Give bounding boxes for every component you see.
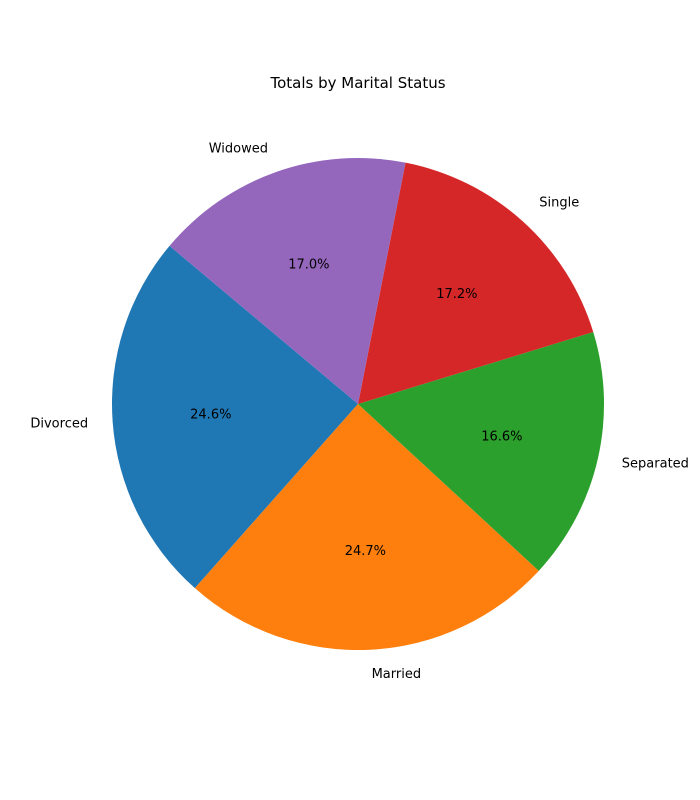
percent-label-divorced: 24.6%	[190, 407, 231, 422]
percent-label-single: 17.2%	[436, 287, 477, 302]
slice-label-married: Married	[372, 667, 422, 682]
slice-label-separated: Separated	[622, 457, 689, 472]
slice-label-widowed: Widowed	[209, 141, 268, 156]
pie-labels: Divorced 24.6% Married 24.7% Separated 16.6% S…	[30, 141, 689, 682]
slice-label-single: Single	[539, 196, 579, 211]
chart-title: Totals by Marital Status	[269, 74, 445, 92]
percent-label-widowed: 17.0%	[288, 257, 329, 272]
pie-slices	[111, 157, 605, 651]
pie-slice-single	[358, 162, 594, 404]
pie-slice-widowed	[169, 157, 406, 404]
pie-slice-separated	[358, 332, 605, 571]
percent-label-married: 24.7%	[345, 544, 386, 559]
percent-label-separated: 16.6%	[481, 429, 522, 444]
pie-slice-married	[194, 404, 539, 651]
pie-slice-divorced	[111, 245, 359, 589]
slice-label-divorced: Divorced	[30, 417, 88, 432]
